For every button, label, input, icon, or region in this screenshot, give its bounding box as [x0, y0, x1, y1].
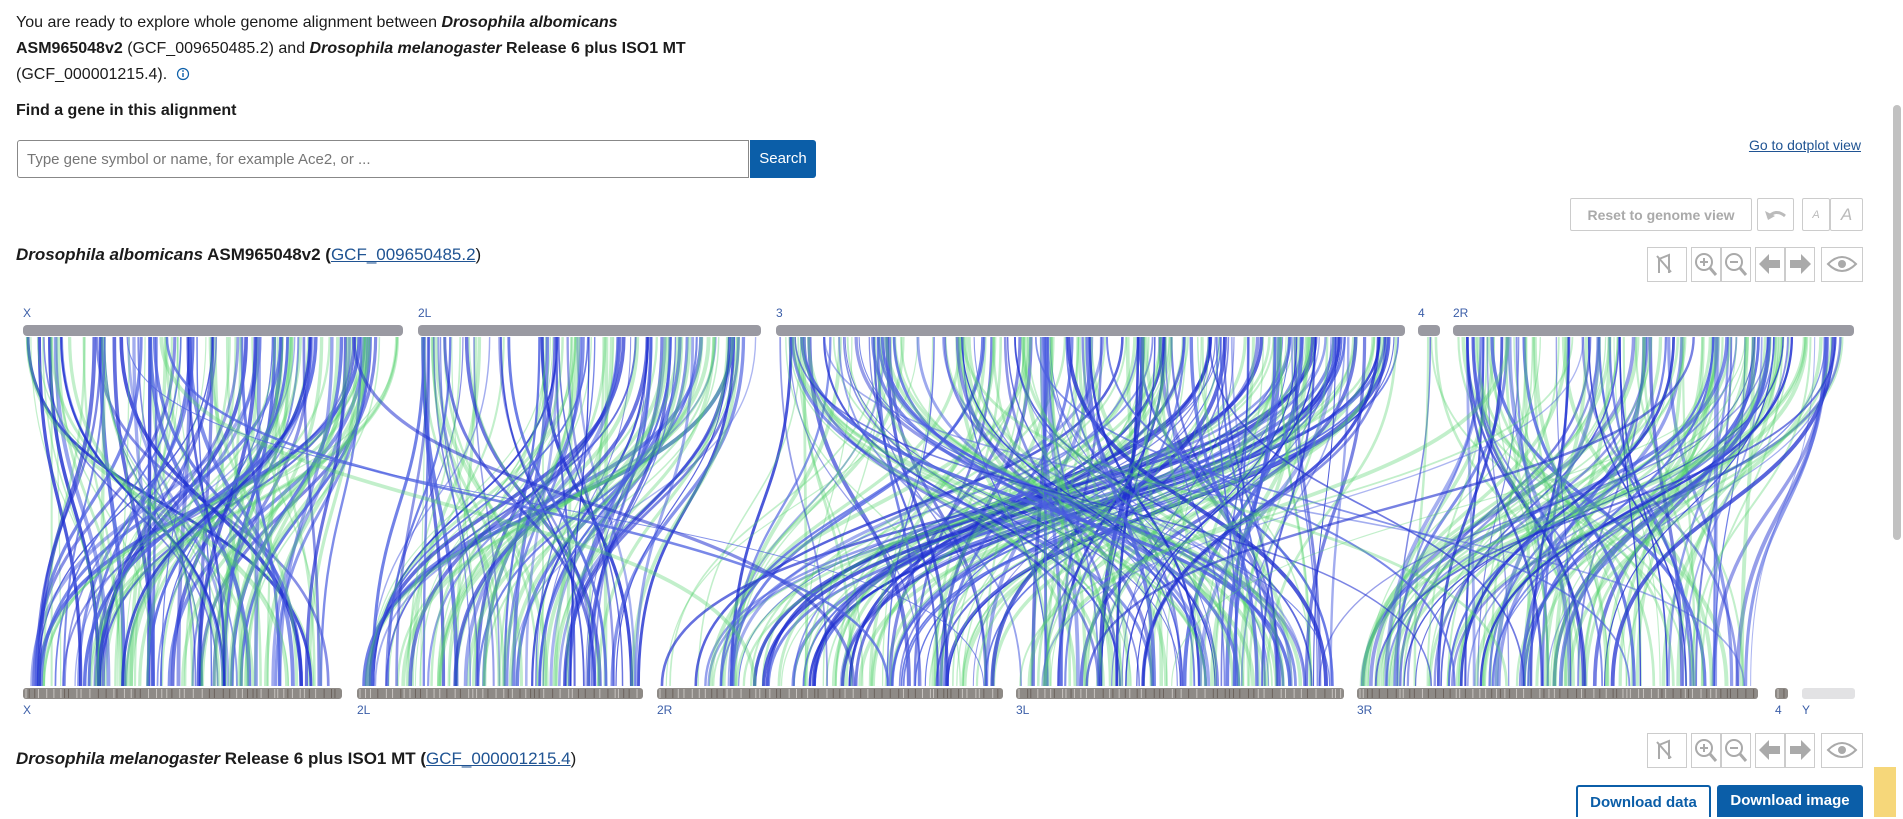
chromosome-label: 4	[1775, 703, 1782, 717]
toolbar-button[interactable]	[1786, 734, 1815, 768]
toolbar-button[interactable]	[1722, 734, 1751, 768]
icon	[1838, 746, 1846, 754]
query-chromosome	[1016, 688, 1344, 699]
query-chromosome	[23, 688, 342, 699]
accession-link[interactable]: GCF_000001215.4	[426, 749, 571, 768]
species-name: Drosophila melanogaster	[16, 749, 220, 768]
chromosome-label: 4	[1418, 306, 1425, 320]
query-chromosome	[1775, 688, 1788, 699]
font-smaller-button[interactable]: A	[1802, 198, 1830, 231]
scrollbar	[1893, 105, 1901, 540]
search-button[interactable]: Search	[750, 140, 816, 178]
reference-chromosome	[418, 325, 761, 336]
toolbar-button[interactable]	[1692, 734, 1721, 768]
assembly-name: Release 6 plus ISO1 MT (	[220, 749, 426, 768]
reference-chromosome	[23, 325, 403, 336]
paren: )	[476, 245, 482, 264]
query-header: Drosophila melanogaster Release 6 plus I…	[16, 749, 576, 769]
toolbar-icons	[1647, 247, 1863, 283]
chromosome-label: 3L	[1016, 703, 1030, 717]
intro-part: You are ready to explore whole genome al…	[16, 14, 441, 31]
query-chromosome	[1357, 688, 1758, 699]
species-name: Drosophila melanogaster	[310, 40, 502, 57]
toolbar-button[interactable]	[1822, 248, 1863, 282]
intro-part: (GCF_000001215.4).	[16, 66, 167, 83]
accession-link[interactable]: GCF_009650485.2	[331, 245, 476, 264]
reference-chromosome	[776, 325, 1405, 336]
chromosome-label: 2R	[657, 703, 673, 717]
toolbar-button[interactable]	[1648, 248, 1687, 282]
icon	[1838, 260, 1846, 268]
alignment-plot: X 2L 3 4 2R X 2L 2R 3L 3R 4 Y	[0, 300, 1880, 720]
assembly-name: ASM965048v2	[16, 40, 123, 57]
species-name: Drosophila albomicans	[441, 14, 617, 31]
intro-part: (GCF_009650485.2) and	[123, 40, 310, 57]
button-frame	[1648, 734, 1687, 768]
chromosome-label: 2R	[1453, 306, 1469, 320]
toolbar-button[interactable]	[1756, 248, 1785, 282]
toolbar-button[interactable]	[1822, 734, 1863, 768]
assembly-name: ASM965048v2 (	[203, 245, 331, 264]
query-chromosome	[1802, 688, 1855, 699]
button-frame	[1648, 248, 1687, 282]
reference-header: Drosophila albomicans ASM965048v2 (GCF_0…	[16, 245, 481, 265]
info-icon[interactable]	[176, 67, 190, 81]
undo-button[interactable]	[1757, 198, 1794, 231]
chromosome-label: 2L	[418, 306, 432, 320]
toolbar-button[interactable]	[1756, 734, 1785, 768]
reference-chromosome	[1453, 325, 1854, 336]
chromosome-label: 2L	[357, 703, 371, 717]
intro-text: You are ready to explore whole genome al…	[16, 10, 696, 88]
download-data-button[interactable]: Download data	[1576, 785, 1711, 817]
paren: )	[571, 749, 577, 768]
assembly-name: Release 6 plus ISO1 MT	[502, 40, 686, 57]
toolbar-icons	[1647, 733, 1863, 769]
toolbar-button[interactable]	[1786, 248, 1815, 282]
alignment-ribbons	[27, 337, 1842, 686]
top-toolbar	[1647, 247, 1863, 288]
download-image-button[interactable]: Download image	[1717, 785, 1863, 817]
chromosome-label: 3R	[1357, 703, 1373, 717]
font-larger-button[interactable]: A	[1830, 198, 1863, 231]
toolbar-button[interactable]	[1692, 248, 1721, 282]
species-name: Drosophila albomicans	[16, 245, 203, 264]
toolbar-button[interactable]	[1648, 734, 1687, 768]
toolbar-button[interactable]	[1722, 248, 1751, 282]
reset-button[interactable]: Reset to genome view	[1570, 198, 1752, 231]
gene-search-input[interactable]: Type gene symbol or name, for example Ac…	[17, 140, 749, 178]
chromosome-label: Y	[1802, 703, 1810, 717]
bottom-toolbar	[1647, 733, 1863, 774]
chromosome-label: X	[23, 306, 31, 320]
dotplot-link[interactable]: Go to dotplot view	[1749, 137, 1861, 153]
reference-chromosome	[1418, 325, 1440, 336]
chromosome-label: 3	[776, 306, 783, 320]
search-heading: Find a gene in this alignment	[16, 102, 236, 120]
chromosome-label: X	[23, 703, 31, 717]
feedback-tab[interactable]	[1874, 767, 1896, 817]
